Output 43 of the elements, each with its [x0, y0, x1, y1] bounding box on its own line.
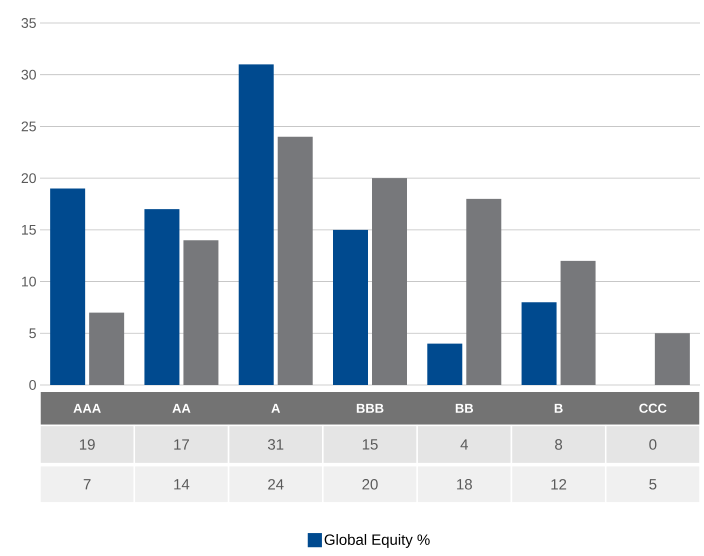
legend-label: Global Equity % [324, 534, 430, 548]
data-label: 4 [460, 439, 468, 450]
data-label: 0 [649, 439, 656, 450]
data-label: 15 [362, 439, 378, 450]
bar [183, 240, 218, 385]
bar [466, 198, 502, 385]
x-tick-label: A [271, 404, 280, 413]
bar [654, 333, 690, 385]
x-tick-label: B [554, 404, 563, 413]
data-label: 5 [649, 479, 656, 490]
data-label: 7 [84, 479, 91, 490]
bar [427, 344, 462, 385]
data-label: 24 [268, 479, 284, 490]
bar [144, 209, 180, 385]
data-label: 12 [551, 479, 566, 490]
y-tick-label: 15 [22, 224, 36, 235]
data-label: 19 [80, 439, 95, 450]
bar [89, 312, 124, 385]
bar [238, 64, 274, 385]
bar [560, 260, 596, 385]
data-label: 8 [555, 439, 562, 450]
bar [372, 178, 407, 385]
bar [522, 302, 557, 385]
x-tick-label: CCC [639, 404, 667, 413]
x-tick-label: AAA [73, 404, 101, 413]
data-label: 31 [268, 439, 284, 450]
data-label: 20 [362, 479, 378, 490]
y-tick-label: 5 [29, 328, 36, 338]
x-tick-label: BBB [356, 404, 384, 413]
x-tick-label: BB [456, 404, 474, 413]
y-tick-label: 25 [22, 121, 36, 132]
y-tick-label: 10 [22, 276, 36, 287]
y-tick-label: 35 [21, 18, 36, 28]
data-label: 17 [174, 439, 189, 450]
y-tick-label: 30 [21, 70, 36, 80]
x-tick-label: AA [172, 404, 190, 413]
y-tick-label: 20 [22, 173, 36, 184]
bar [278, 136, 313, 385]
bar [333, 230, 368, 385]
y-tick-label: 0 [29, 380, 36, 390]
bar [50, 188, 86, 385]
data-label: 18 [457, 479, 472, 490]
data-label: 14 [174, 479, 190, 490]
